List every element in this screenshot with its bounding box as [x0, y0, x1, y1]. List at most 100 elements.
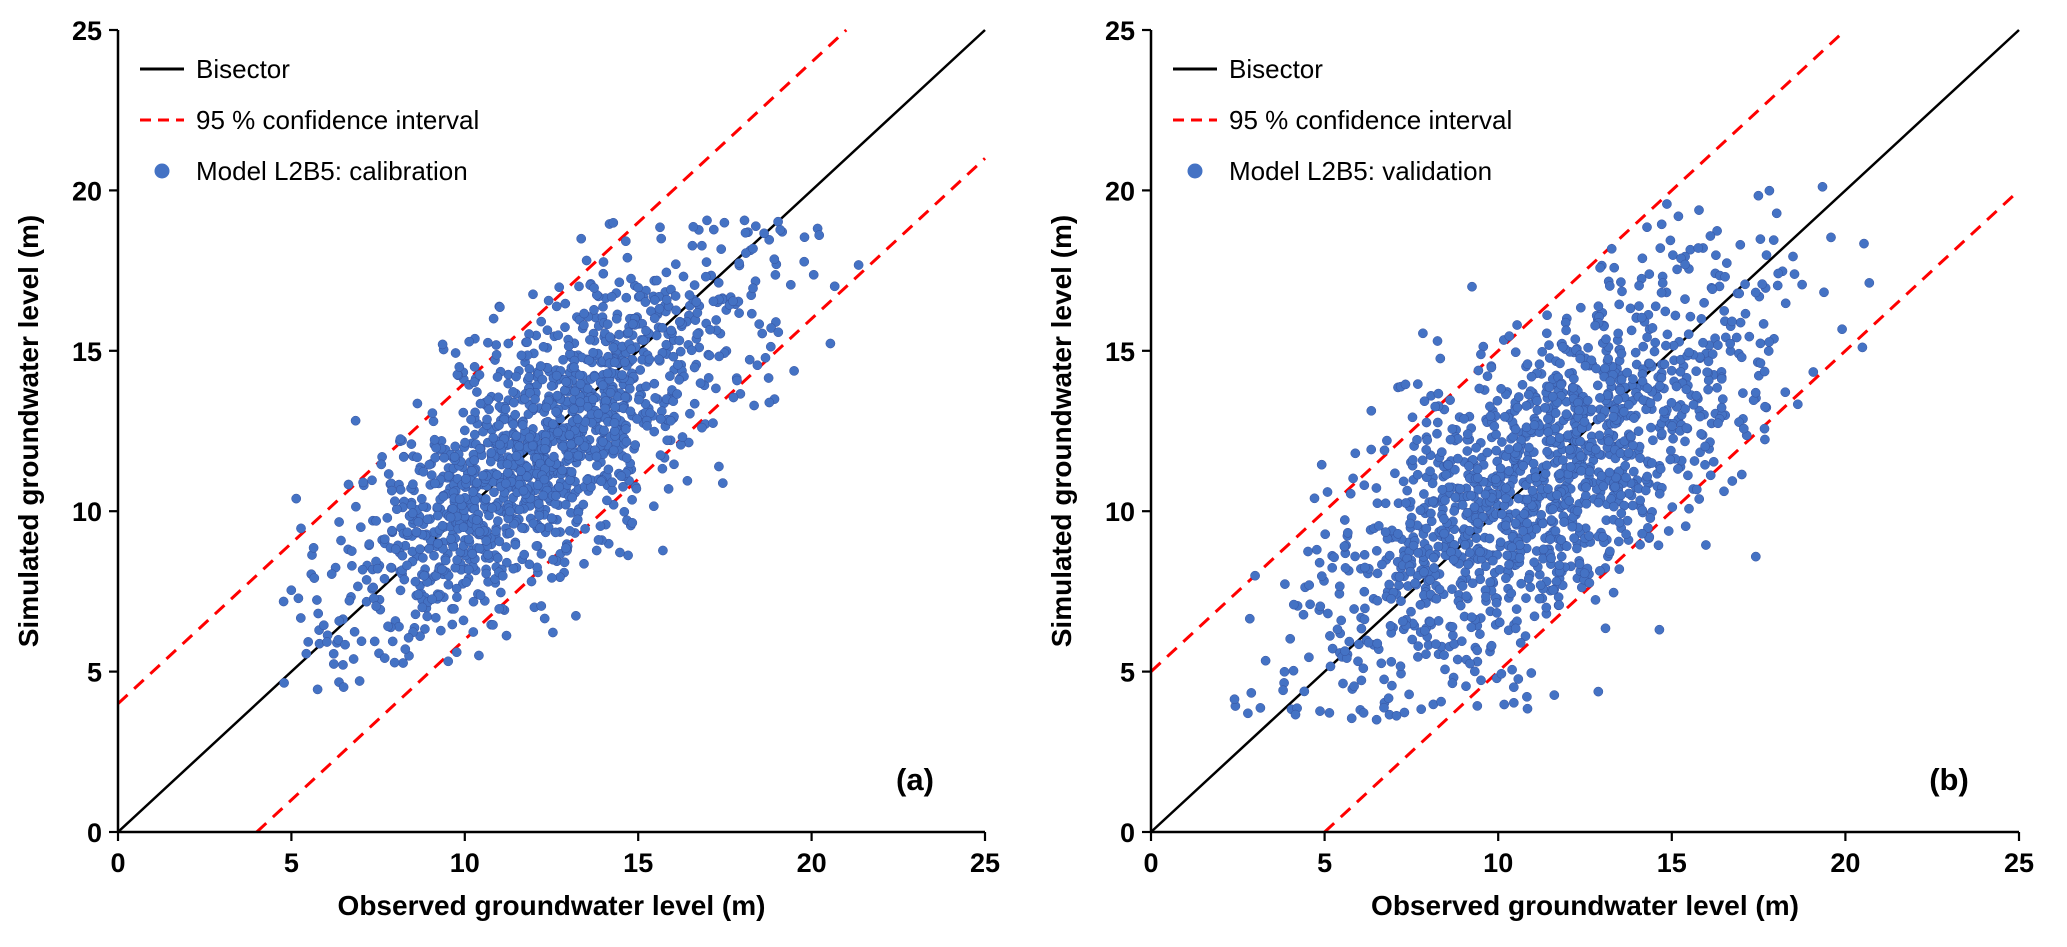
data-point — [585, 334, 595, 345]
data-point — [1681, 423, 1692, 433]
data-point — [656, 233, 667, 244]
data-point — [760, 352, 771, 363]
data-point — [551, 490, 561, 501]
data-point — [657, 463, 668, 474]
data-point — [1466, 612, 1477, 623]
data-point — [1630, 347, 1641, 358]
data-point — [1305, 599, 1315, 610]
data-point — [605, 332, 615, 342]
data-point — [1395, 661, 1406, 672]
data-point — [1616, 508, 1627, 519]
data-point — [1535, 580, 1546, 590]
data-point — [1627, 500, 1638, 511]
data-point — [338, 660, 348, 670]
data-point — [1463, 559, 1474, 570]
data-point — [1544, 382, 1555, 393]
data-point — [402, 527, 413, 538]
data-point — [1590, 320, 1600, 331]
data-point — [621, 424, 631, 434]
data-point — [621, 436, 632, 447]
data-point — [1735, 317, 1746, 328]
data-point — [592, 460, 602, 471]
data-point — [713, 277, 724, 288]
data-point — [687, 240, 698, 251]
data-point — [1416, 704, 1427, 715]
data-point — [1593, 497, 1604, 508]
data-point — [716, 244, 727, 254]
data-point — [1666, 397, 1677, 408]
data-point — [1616, 490, 1626, 501]
data-point — [728, 296, 738, 307]
data-point — [695, 378, 706, 388]
data-point — [582, 383, 593, 394]
data-point — [469, 361, 480, 372]
data-point — [468, 596, 479, 607]
data-point — [1665, 454, 1676, 465]
data-point — [655, 450, 666, 460]
data-point — [789, 366, 799, 376]
data-point — [675, 346, 686, 357]
data-point — [1425, 617, 1436, 627]
y-tick-label: 0 — [1120, 818, 1135, 848]
x-tick-label: 0 — [1143, 848, 1158, 878]
data-point — [1430, 639, 1441, 649]
data-point — [432, 510, 443, 521]
data-point — [1462, 429, 1473, 439]
data-point — [554, 482, 565, 492]
data-point — [1480, 489, 1491, 500]
data-point — [608, 445, 619, 456]
data-point — [1379, 445, 1390, 456]
data-point — [600, 403, 610, 414]
data-point — [1494, 617, 1505, 628]
data-point — [1666, 365, 1677, 376]
data-point — [354, 676, 365, 686]
data-point — [1459, 414, 1469, 424]
data-point — [1356, 675, 1367, 686]
data-point — [1455, 600, 1466, 611]
data-point — [1465, 658, 1475, 669]
data-point — [502, 467, 513, 478]
data-point — [1476, 349, 1486, 360]
panel-b: 0 5 10 15 20 25 0 5 10 15 20 25 Observed groundwater… — [1033, 0, 2066, 947]
data-point — [386, 562, 396, 573]
data-point — [551, 370, 562, 381]
data-point — [438, 491, 449, 502]
data-point — [1384, 579, 1395, 590]
data-point — [355, 522, 366, 533]
data-point — [403, 632, 414, 643]
data-point — [1673, 464, 1683, 474]
data-point — [1660, 306, 1671, 317]
data-point — [1736, 469, 1747, 480]
data-point — [1359, 614, 1370, 625]
data-point — [1359, 586, 1370, 597]
data-point — [553, 330, 564, 341]
data-point — [1545, 534, 1556, 545]
data-point — [1642, 332, 1652, 343]
data-point — [1621, 529, 1631, 540]
data-point — [485, 456, 496, 467]
data-point — [497, 571, 508, 581]
data-point — [1738, 388, 1748, 398]
data-point — [528, 289, 538, 300]
data-point — [1371, 483, 1382, 493]
data-point — [764, 397, 775, 408]
data-point — [1591, 363, 1601, 374]
data-point — [1584, 466, 1595, 477]
data-point — [1496, 668, 1507, 679]
data-point — [614, 329, 624, 340]
data-point — [279, 678, 289, 688]
data-point — [1529, 611, 1540, 622]
data-point — [748, 283, 758, 294]
legend-label: 95 % confidence interval — [1229, 105, 1512, 135]
data-point — [1385, 620, 1396, 631]
data-point — [1303, 546, 1313, 557]
data-point — [1755, 338, 1766, 349]
data-point — [1421, 417, 1432, 428]
data-point — [1712, 382, 1722, 393]
data-point — [684, 290, 695, 300]
data-point — [1496, 509, 1507, 520]
data-point — [492, 469, 502, 480]
data-point — [574, 281, 584, 292]
data-point — [1606, 243, 1617, 254]
data-point — [1549, 690, 1560, 700]
